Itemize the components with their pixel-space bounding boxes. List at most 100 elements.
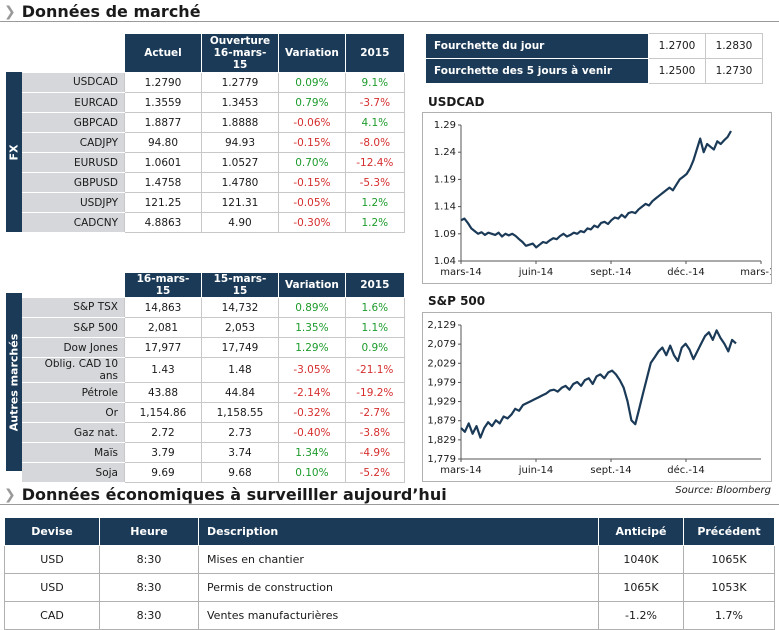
cell-ytd: -21.1% xyxy=(344,357,405,383)
row-name: USDCAD xyxy=(22,72,125,93)
row-name: Gaz nat. xyxy=(22,422,125,443)
y-tick-label: 2,029 xyxy=(427,358,456,369)
other-header: 15-mars-15 xyxy=(201,272,279,298)
cell-value: 9.69 xyxy=(124,462,202,483)
fx-header: Actuel xyxy=(124,33,202,73)
source-note: Source: Bloomberg xyxy=(675,485,771,496)
table-row: USDJPY 121.25 121.31 -0.05% 1.2% xyxy=(22,192,405,213)
other-header: Variation xyxy=(278,272,346,298)
row-name: CADCNY xyxy=(22,212,125,233)
eco-cell-desc: Mises en chantier xyxy=(198,545,599,574)
cell-ytd: -3.7% xyxy=(344,92,405,113)
eco-cell-precedent: 1065K xyxy=(683,545,775,574)
table-row: USD 8:30 Permis de construction 1065K 1053K xyxy=(4,573,775,602)
cell-variation: -0.05% xyxy=(278,192,346,213)
table-row: S&P 500 2,081 2,053 1.35% 1.1% xyxy=(22,317,405,338)
row-name: GBPUSD xyxy=(22,172,125,193)
range-high: 1.2830 xyxy=(705,33,763,59)
chevron-right-icon: ❯ xyxy=(4,486,16,503)
eco-cell-heure: 8:30 xyxy=(99,545,199,574)
series-line xyxy=(460,329,737,439)
cell-value: 4.90 xyxy=(201,212,279,233)
y-tick-label: 1.24 xyxy=(434,147,456,158)
economic-section-title: ❯ Données économiques à surveilller aujo… xyxy=(4,485,447,504)
y-tick-label: 1.09 xyxy=(434,229,456,240)
range-label: Fourchette des 5 jours à venir xyxy=(425,58,649,84)
sp500-chart-frame: 2,129 2,079 2,029 1,979 1,929 1,879 1,829 1,779… xyxy=(422,312,772,482)
fx-header: 2015 xyxy=(344,33,405,73)
row-name: CADJPY xyxy=(22,132,125,153)
x-tick-label: sept.-14 xyxy=(590,267,631,278)
x-tick-label: déc.-14 xyxy=(667,266,705,278)
eco-header: Heure xyxy=(99,517,199,546)
cell-value: 1.8888 xyxy=(201,112,279,133)
cell-value: 1,158.55 xyxy=(201,402,279,423)
cell-variation: 0.89% xyxy=(278,297,346,318)
table-row: GBPCAD 1.8877 1.8888 -0.06% 4.1% xyxy=(22,112,405,133)
cell-variation: 0.09% xyxy=(278,72,346,93)
chevron-right-icon: ❯ xyxy=(4,3,16,20)
table-row: CAD 8:30 Ventes manufacturières -1.2% 1.7% xyxy=(4,601,775,630)
range-table: Fourchette du jour 1.2700 1.2830 Fourche… xyxy=(425,33,763,84)
row-name: Maïs xyxy=(22,442,125,463)
row-name: EURUSD xyxy=(22,152,125,173)
y-tick-label: 2,129 xyxy=(427,320,456,331)
table-row: CADJPY 94.80 94.93 -0.15% -8.0% xyxy=(22,132,405,153)
other-header: 2015 xyxy=(344,272,405,298)
cell-value: 1.43 xyxy=(124,357,202,383)
market-section-title: ❯ Données de marché xyxy=(4,2,201,21)
cell-value: 17,977 xyxy=(124,337,202,358)
cell-ytd: 4.1% xyxy=(344,112,405,133)
table-row: Oblig. CAD 10 ans 1.43 1.48 -3.05% -21.1% xyxy=(22,357,405,383)
eco-cell-desc: Permis de construction xyxy=(198,573,599,602)
cell-variation: 0.10% xyxy=(278,462,346,483)
y-tick-label: 1,929 xyxy=(427,397,456,408)
eco-cell-devise: CAD xyxy=(4,601,100,630)
cell-value: 1.2790 xyxy=(124,72,202,93)
cell-value: 44.84 xyxy=(201,382,279,403)
cell-variation: -2.14% xyxy=(278,382,346,403)
cell-value: 121.31 xyxy=(201,192,279,213)
cell-ytd: 1.6% xyxy=(344,297,405,318)
cell-variation: 0.70% xyxy=(278,152,346,173)
cell-value: 1.4758 xyxy=(124,172,202,193)
cell-ytd: 0.9% xyxy=(344,337,405,358)
fx-sidebar: FX xyxy=(6,72,22,232)
cell-value: 3.79 xyxy=(124,442,202,463)
y-tick-label: 1,829 xyxy=(427,435,456,446)
table-row: Pétrole 43.88 44.84 -2.14% -19.2% xyxy=(22,382,405,403)
cell-value: 1.4780 xyxy=(201,172,279,193)
y-tick-label: 1,879 xyxy=(427,416,456,427)
cell-value: 4.8863 xyxy=(124,212,202,233)
cell-value: 1.8877 xyxy=(124,112,202,133)
cell-ytd: -8.0% xyxy=(344,132,405,153)
table-row: Maïs 3.79 3.74 1.34% -4.9% xyxy=(22,442,405,463)
cell-ytd: -5.2% xyxy=(344,462,405,483)
cell-ytd: 1.1% xyxy=(344,317,405,338)
x-tick-label: déc.-14 xyxy=(667,464,705,476)
cell-variation: -0.30% xyxy=(278,212,346,233)
title-rule xyxy=(0,504,779,505)
eco-cell-anticipe: -1.2% xyxy=(598,601,684,630)
x-tick-label: mars-15 xyxy=(740,267,771,278)
eco-cell-heure: 8:30 xyxy=(99,573,199,602)
x-tick-label: juin-14 xyxy=(518,465,554,476)
x-tick-label: mars-14 xyxy=(440,465,482,476)
table-row: EURCAD 1.3559 1.3453 0.79% -3.7% xyxy=(22,92,405,113)
eco-cell-devise: USD xyxy=(4,545,100,574)
range-label: Fourchette du jour xyxy=(425,33,649,59)
sp500-chart: 2,129 2,079 2,029 1,979 1,929 1,879 1,829 1,779… xyxy=(427,320,761,476)
table-row: USD 8:30 Mises en chantier 1040K 1065K xyxy=(4,545,775,574)
eco-header: Description xyxy=(198,517,599,546)
cell-ytd: 1.2% xyxy=(344,212,405,233)
row-name: S&P 500 xyxy=(22,317,125,338)
cell-variation: 0.79% xyxy=(278,92,346,113)
cell-value: 17,749 xyxy=(201,337,279,358)
table-row: Gaz nat. 2.72 2.73 -0.40% -3.8% xyxy=(22,422,405,443)
usdcad-chart-title: USDCAD xyxy=(428,95,485,109)
cell-value: 14,732 xyxy=(201,297,279,318)
eco-cell-precedent: 1.7% xyxy=(683,601,775,630)
cell-variation: -0.40% xyxy=(278,422,346,443)
cell-ytd: -2.7% xyxy=(344,402,405,423)
